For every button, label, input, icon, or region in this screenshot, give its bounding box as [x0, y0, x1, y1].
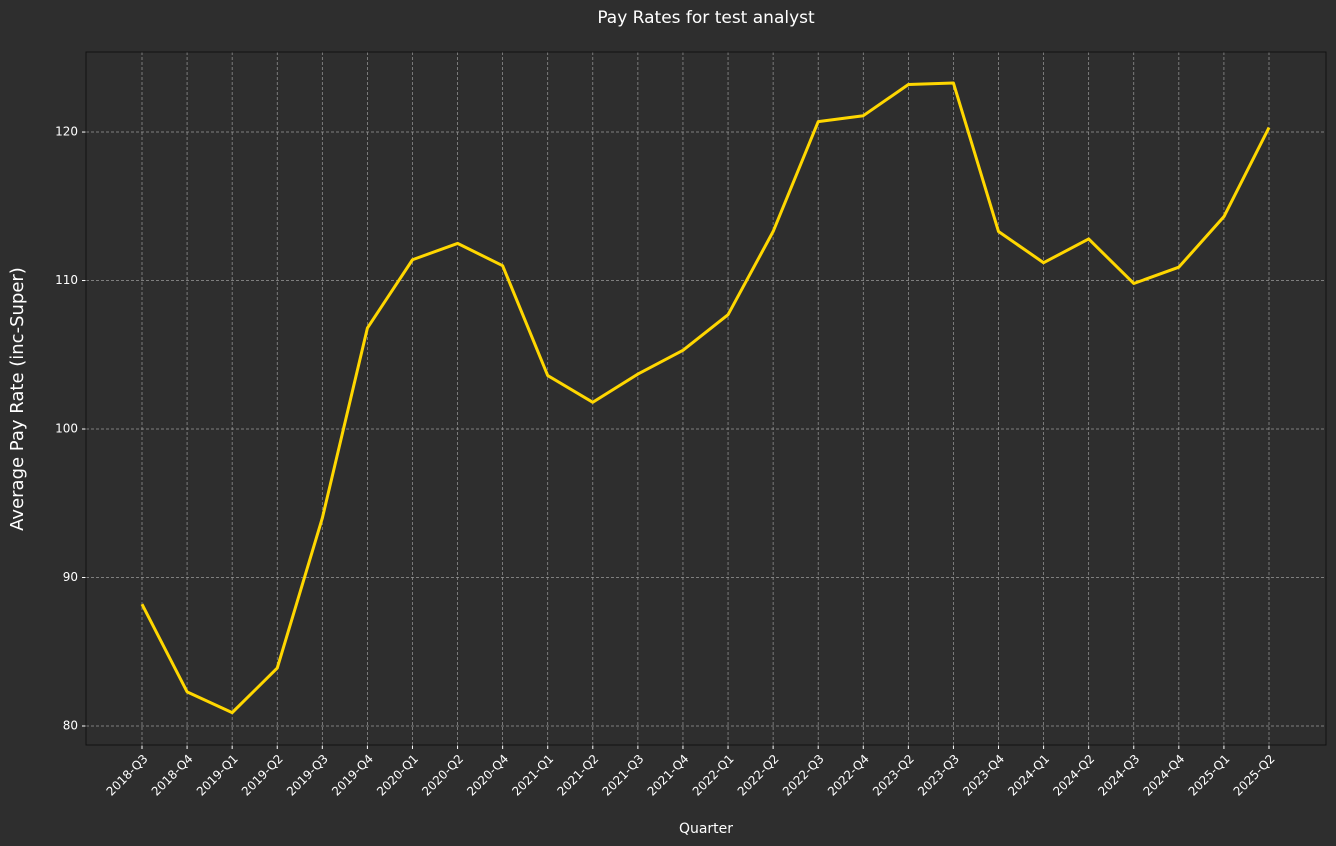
y-tick-label: 100: [55, 422, 78, 436]
y-tick-label: 120: [55, 125, 78, 139]
y-tick-label: 110: [55, 273, 78, 287]
data-line: [140, 81, 1271, 715]
x-axis-label: Quarter: [679, 821, 733, 837]
axes-frame: [85, 51, 1327, 746]
y-tick-label: 90: [63, 570, 78, 584]
y-tick-label: 80: [63, 718, 78, 732]
y-axis-label: Average Pay Rate (inc-Super): [7, 267, 28, 531]
chart-title: Pay Rates for test analyst: [597, 8, 815, 28]
